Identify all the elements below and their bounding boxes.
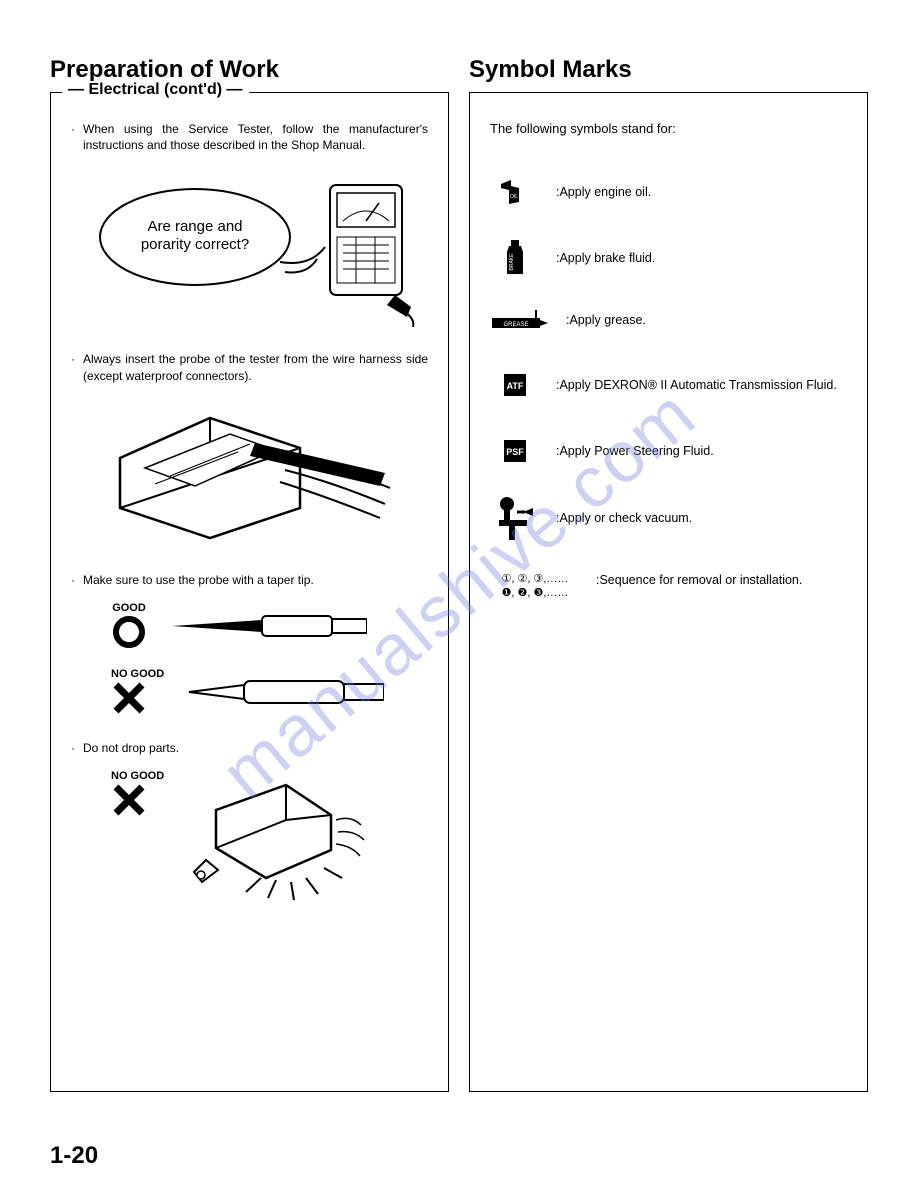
svg-text:PSF: PSF bbox=[506, 447, 524, 457]
svg-text:OIL: OIL bbox=[510, 194, 518, 200]
symbol-row-sequence: ①, ②, ③,…… ❶, ❷, ❸,…… :Sequence for remo… bbox=[490, 572, 847, 601]
connector-illustration-icon bbox=[100, 398, 400, 548]
left-subtitle: — Electrical (cont'd) — bbox=[62, 81, 249, 99]
symbols-intro: The following symbols stand for: bbox=[490, 121, 847, 136]
vacuum-pump-icon bbox=[490, 494, 540, 542]
sequence-text: :Sequence for removal or installation. bbox=[596, 572, 847, 588]
symbol-row-vacuum: :Apply or check vacuum. bbox=[490, 494, 847, 542]
bullet-2-text: Always insert the probe of the tester fr… bbox=[83, 351, 428, 383]
page-columns: Preparation of Work — Electrical (cont'd… bbox=[50, 56, 868, 1092]
symbol-row-grease: GREASE :Apply grease. bbox=[490, 308, 847, 332]
drop-part-icon bbox=[176, 770, 376, 900]
bad-mark-icon bbox=[111, 680, 147, 716]
svg-text:BRAKE: BRAKE bbox=[509, 253, 515, 271]
figure-connector bbox=[71, 398, 428, 548]
good-label: GOOD bbox=[111, 602, 147, 614]
tester-illustration-icon: Are range and porarity correct? bbox=[85, 167, 415, 327]
grease-gun-icon: GREASE bbox=[490, 308, 550, 332]
bullet-4: · Do not drop parts. bbox=[71, 740, 428, 756]
oil-text: :Apply engine oil. bbox=[556, 184, 847, 200]
bad-mark-icon-2 bbox=[111, 782, 147, 818]
page-number: 1-20 bbox=[50, 1142, 98, 1170]
svg-text:GREASE: GREASE bbox=[503, 322, 528, 328]
symbol-row-psf: PSF :Apply Power Steering Fluid. bbox=[490, 438, 847, 464]
figure-tester: Are range and porarity correct? bbox=[71, 167, 428, 327]
right-box-wrap: The following symbols stand for: OIL :Ap… bbox=[469, 92, 868, 1092]
bullet-3-text: Make sure to use the probe with a taper … bbox=[83, 572, 428, 588]
svg-text:ATF: ATF bbox=[507, 381, 524, 391]
atf-text: :Apply DEXRON® II Automatic Transmission… bbox=[556, 377, 847, 393]
left-title: Preparation of Work bbox=[50, 56, 449, 84]
brake-text: :Apply brake fluid. bbox=[556, 250, 847, 266]
symbol-row-atf: ATF :Apply DEXRON® II Automatic Transmis… bbox=[490, 372, 847, 398]
left-box-wrap: — Electrical (cont'd) — · When using the… bbox=[50, 92, 449, 1092]
symbol-row-oil: OIL :Apply engine oil. bbox=[490, 176, 847, 208]
speech-line2: porarity correct? bbox=[140, 236, 248, 253]
figure-probes: GOOD NO GOOD bbox=[71, 602, 428, 716]
psf-text: :Apply Power Steering Fluid. bbox=[556, 443, 847, 459]
no-good-label-1: NO GOOD bbox=[111, 668, 164, 680]
bullet-dot: · bbox=[71, 351, 75, 383]
left-box: · When using the Service Tester, follow … bbox=[50, 92, 449, 1092]
atf-box-icon: ATF bbox=[490, 372, 540, 398]
bullet-dot: · bbox=[71, 572, 75, 588]
grease-text: :Apply grease. bbox=[566, 312, 847, 328]
psf-box-icon: PSF bbox=[490, 438, 540, 464]
bullet-1: · When using the Service Tester, follow … bbox=[71, 121, 428, 153]
bad-probe-icon bbox=[184, 677, 384, 707]
no-good-label-2: NO GOOD bbox=[111, 770, 164, 782]
symbol-row-brake: BRAKE :Apply brake fluid. bbox=[490, 238, 847, 278]
left-subtitle-text: Electrical (cont'd) bbox=[88, 81, 222, 98]
good-mark-icon bbox=[111, 614, 147, 650]
brake-bottle-icon: BRAKE bbox=[490, 238, 540, 278]
good-probe-icon bbox=[167, 611, 367, 641]
left-column: Preparation of Work — Electrical (cont'd… bbox=[50, 56, 449, 1092]
bullet-1-text: When using the Service Tester, follow th… bbox=[83, 121, 428, 153]
figure-drop: NO GOOD bbox=[71, 770, 428, 900]
speech-line1: Are range and bbox=[147, 218, 242, 235]
bullet-dot: · bbox=[71, 121, 75, 153]
right-column: Symbol Marks The following symbols stand… bbox=[469, 56, 868, 1092]
bullet-2: · Always insert the probe of the tester … bbox=[71, 351, 428, 383]
right-title: Symbol Marks bbox=[469, 56, 868, 84]
vacuum-text: :Apply or check vacuum. bbox=[556, 510, 847, 526]
oil-can-icon: OIL bbox=[490, 176, 540, 208]
bullet-3: · Make sure to use the probe with a tape… bbox=[71, 572, 428, 588]
bullet-dot: · bbox=[71, 740, 75, 756]
right-box: The following symbols stand for: OIL :Ap… bbox=[469, 92, 868, 1092]
bullet-4-text: Do not drop parts. bbox=[83, 740, 428, 756]
sequence-numbers-icon: ①, ②, ③,…… ❶, ❷, ❸,…… bbox=[490, 572, 580, 601]
